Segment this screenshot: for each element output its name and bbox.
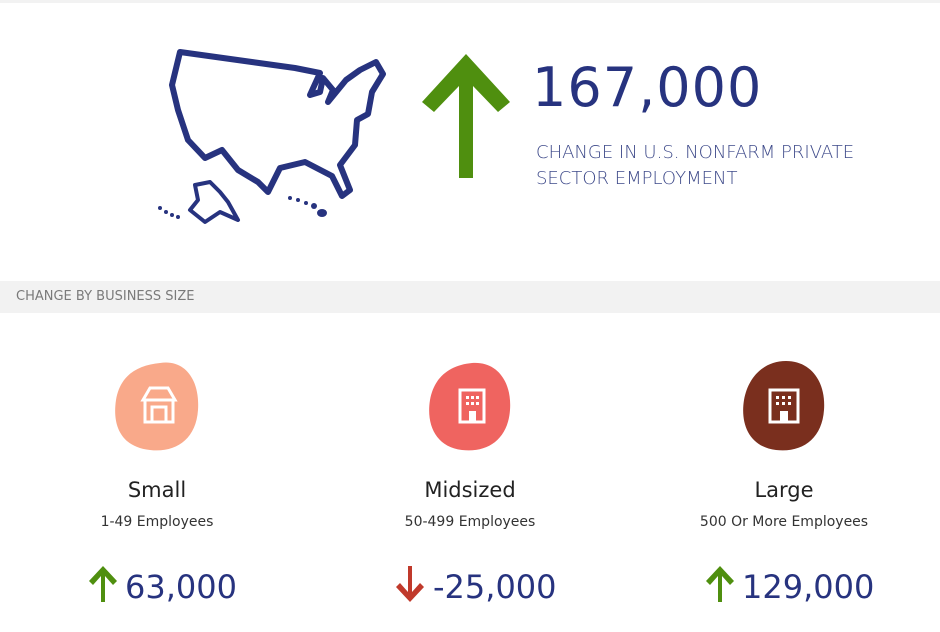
size-name: Midsized xyxy=(424,478,516,502)
size-change: 63,000 xyxy=(125,568,237,606)
size-change: 129,000 xyxy=(742,568,875,606)
headline-value: 167,000 xyxy=(532,56,763,119)
headline-label: CHANGE IN U.S. NONFARM PRIVATE SECTOR EM… xyxy=(536,142,855,189)
top-rule xyxy=(0,0,940,3)
up-arrow xyxy=(422,54,510,178)
size-range: 50-499 Employees xyxy=(404,514,536,530)
size-name: Large xyxy=(754,478,814,502)
us-map xyxy=(158,49,386,224)
size-range: 500 Or More Employees xyxy=(699,514,869,530)
size-name: Small xyxy=(127,478,187,502)
icons xyxy=(115,361,825,451)
change-arrows xyxy=(89,566,734,602)
section-bar: CHANGE BY BUSINESS SIZE xyxy=(0,281,940,313)
size-change: -25,000 xyxy=(433,568,557,606)
size-range: 1-49 Employees xyxy=(100,514,214,530)
section-title: CHANGE BY BUSINESS SIZE xyxy=(16,289,195,304)
